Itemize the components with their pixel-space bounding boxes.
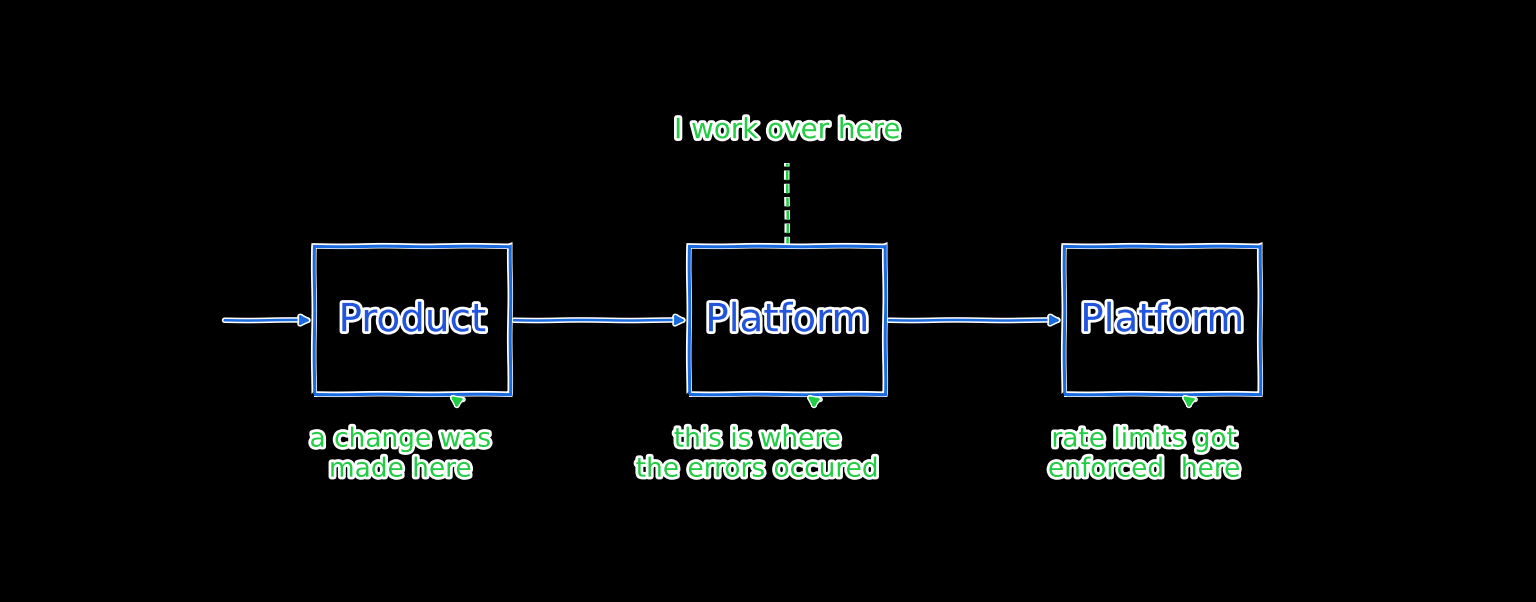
Text: Platform: Platform [705, 301, 869, 340]
Text: I work over here: I work over here [674, 116, 900, 144]
Text: a change was
made here: a change was made here [310, 427, 492, 483]
Bar [690, 246, 885, 394]
Text: rate limits got
enforced  here: rate limits got enforced here [1048, 427, 1241, 483]
Text: Product: Product [338, 301, 485, 340]
Bar [1064, 246, 1261, 394]
Text: Platform: Platform [1080, 301, 1244, 340]
Text: this is where
the errors occured: this is where the errors occured [636, 427, 879, 483]
Bar [313, 246, 510, 394]
